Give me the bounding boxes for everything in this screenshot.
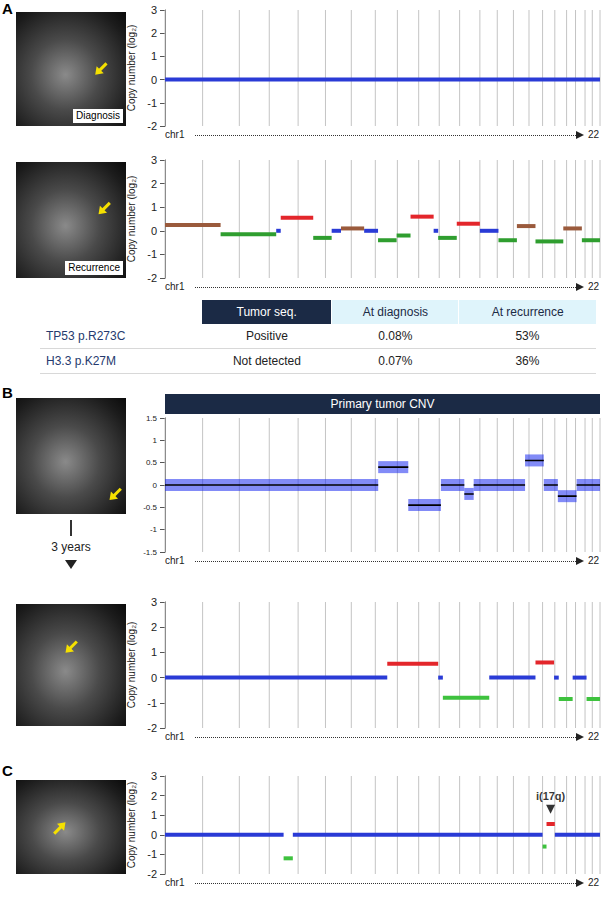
- html-text:chr1: chr1: [165, 129, 185, 140]
- html-text:H3.3 p.K27M: H3.3 p.K27M: [46, 354, 116, 368]
- html-text:22: 22: [588, 281, 600, 292]
- svg-text:-1.5: -1.5: [143, 548, 157, 557]
- svg-text:Copy number (log₂): Copy number (log₂): [126, 782, 137, 869]
- html-text:Positive: Positive: [245, 329, 288, 343]
- svg-text:1.5: 1.5: [146, 414, 158, 423]
- html-text:Not detected: Not detected: [232, 354, 301, 368]
- svg-text:1: 1: [151, 646, 157, 658]
- html-text:chr1: chr1: [165, 281, 185, 292]
- html-text:22: 22: [588, 877, 600, 888]
- svg-text:2: 2: [151, 27, 157, 39]
- html-text:Recurrence: Recurrence: [68, 262, 120, 273]
- html-text:chr1: chr1: [165, 555, 185, 566]
- html-text:22: 22: [588, 555, 600, 566]
- html-text:Tumor seq.: Tumor seq.: [236, 305, 297, 319]
- svg-text:Copy number (log₂): Copy number (log₂): [126, 25, 137, 112]
- svg-text:0: 0: [151, 74, 157, 86]
- svg-text:2: 2: [151, 178, 157, 190]
- svg-text:2: 2: [151, 790, 157, 802]
- svg-text:-0.5: -0.5: [143, 503, 157, 512]
- svg-text:1: 1: [151, 201, 157, 213]
- svg-text:3: 3: [151, 154, 157, 166]
- svg-text:3: 3: [151, 4, 157, 16]
- html-text:At diagnosis: At diagnosis: [362, 305, 428, 319]
- html-text:At recurrence: At recurrence: [491, 305, 564, 319]
- svg-text:1: 1: [151, 809, 157, 821]
- html-text:B: B: [2, 384, 13, 401]
- svg-text:-2: -2: [147, 120, 157, 132]
- svg-text:-1: -1: [150, 525, 158, 534]
- svg-text:Copy number (log₂): Copy number (log₂): [126, 622, 137, 709]
- svg-text:3: 3: [151, 770, 157, 782]
- html-text:3 years: 3 years: [51, 540, 91, 554]
- svg-text:0: 0: [153, 481, 158, 490]
- svg-text:3: 3: [151, 596, 157, 608]
- svg-text:-1: -1: [147, 848, 157, 860]
- svg-text:2: 2: [151, 621, 157, 633]
- html-text:0.08%: 0.08%: [378, 329, 413, 343]
- html-text:chr1: chr1: [165, 731, 185, 742]
- html-text:0.07%: 0.07%: [378, 354, 413, 368]
- html-text:53%: 53%: [515, 329, 540, 343]
- svg-text:0.5: 0.5: [146, 458, 158, 467]
- svg-text:0: 0: [151, 829, 157, 841]
- svg-text:-2: -2: [147, 722, 157, 734]
- html-text:A: A: [2, 0, 13, 17]
- svg-text:0: 0: [151, 672, 157, 684]
- html-text:chr1: chr1: [165, 877, 185, 888]
- html-text:TP53 p.R273C: TP53 p.R273C: [46, 329, 126, 343]
- svg-text:-1: -1: [147, 697, 157, 709]
- svg-text:-1: -1: [147, 248, 157, 260]
- html-text:36%: 36%: [515, 354, 540, 368]
- html-text:Primary tumor CNV: Primary tumor CNV: [330, 397, 435, 411]
- svg-text:1: 1: [151, 50, 157, 62]
- svg-text:1: 1: [153, 436, 158, 445]
- html-text:22: 22: [588, 129, 600, 140]
- svg-text:-2: -2: [147, 272, 157, 284]
- svg-text:Copy number (log₂): Copy number (log₂): [126, 176, 137, 263]
- html-text:C: C: [2, 762, 13, 779]
- svg-text:0: 0: [151, 225, 157, 237]
- html-text:22: 22: [588, 731, 600, 742]
- svg-text:-1: -1: [147, 97, 157, 109]
- svg-text:-2: -2: [147, 868, 157, 880]
- svg-text:i(17q): i(17q): [536, 790, 566, 802]
- html-text:Diagnosis: Diagnosis: [76, 110, 120, 121]
